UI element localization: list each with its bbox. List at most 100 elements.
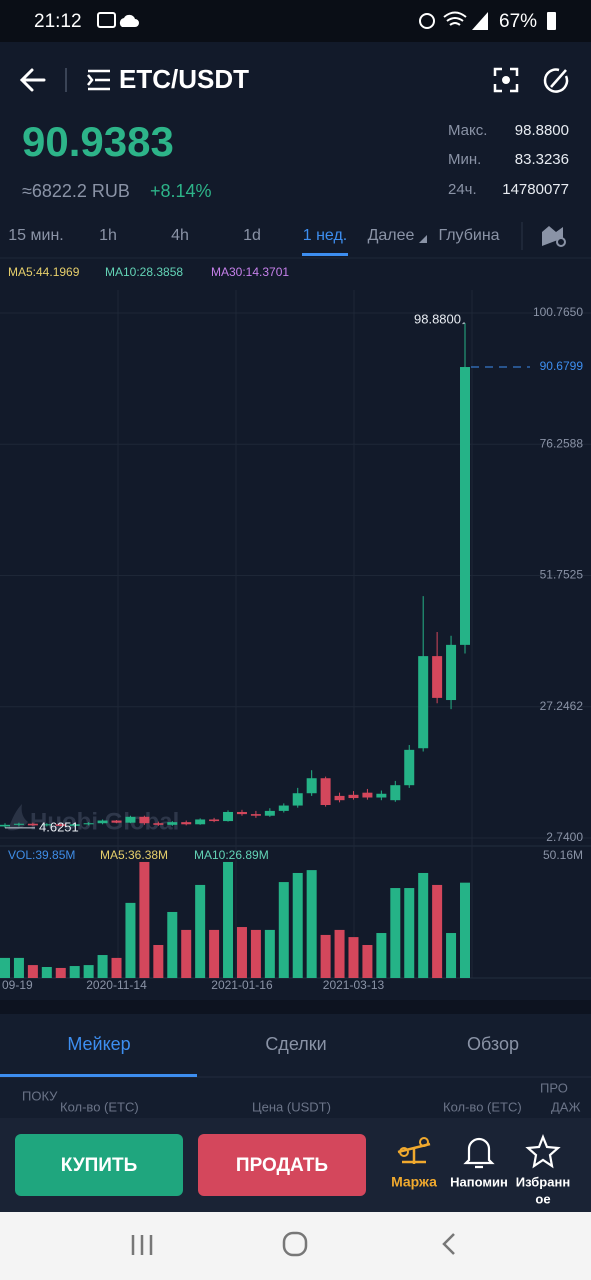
x-tick-label: 2021-03-13 xyxy=(323,978,385,992)
y-tick-label: 76.2588 xyxy=(540,436,584,450)
candle-body xyxy=(97,820,108,824)
x-tick-label: 2021-01-16 xyxy=(211,978,273,992)
gallery-icon xyxy=(97,12,116,28)
back-button[interactable] xyxy=(19,68,46,92)
volume-bar xyxy=(334,929,345,978)
volume-bar xyxy=(181,929,192,978)
volume-bar xyxy=(55,967,66,978)
volume-bar xyxy=(460,882,470,978)
alert-icon[interactable] xyxy=(463,1137,495,1169)
candle-body xyxy=(320,778,331,806)
volume-bar xyxy=(153,944,164,978)
watermark-logo xyxy=(8,804,28,831)
candle-body xyxy=(181,822,192,825)
favorite-label[interactable]: ое xyxy=(535,1191,550,1206)
volume-bar xyxy=(320,934,331,978)
volume-bar xyxy=(250,929,261,978)
orderbook-header: ДАЖ xyxy=(551,1099,580,1114)
timeframe-tab[interactable]: 15 мин. xyxy=(8,227,63,244)
timeframe-tab-active[interactable]: 1 нед. xyxy=(303,227,348,244)
candle-body xyxy=(125,816,136,823)
volume-bar xyxy=(13,957,24,978)
orderbook-header: Цена (USDT) xyxy=(252,1099,331,1114)
pair-title[interactable]: ETC/USDT xyxy=(119,64,249,94)
candle-body xyxy=(460,367,470,645)
ma-legend: MA5:44.1969 xyxy=(8,265,80,279)
buy-button-label: КУПИТЬ xyxy=(61,1155,137,1176)
last-price: 90.9383 xyxy=(22,118,174,165)
timeframe-tab[interactable]: 1d xyxy=(243,227,261,244)
orderbook-header: Кол-во (ETC) xyxy=(60,1099,139,1114)
y-tick-label: 2.7400 xyxy=(546,830,583,844)
candle-body xyxy=(209,819,220,822)
buy-button[interactable] xyxy=(15,1134,183,1196)
candle-body xyxy=(348,794,359,799)
y-tick-label: 27.2462 xyxy=(540,699,584,713)
stat-value: 83.3236 xyxy=(515,151,569,168)
depth-tab[interactable]: Глубина xyxy=(438,227,499,244)
ma-legend: MA10:28.3858 xyxy=(105,265,183,279)
volume-legend: MA10:26.89M xyxy=(194,848,269,862)
candle-body xyxy=(153,823,164,825)
volume-bar xyxy=(0,957,10,978)
timeframe-tab[interactable]: 1h xyxy=(99,227,117,244)
candlestick-chart: 2.7400 27.2462 51.7525 76.2588 100.7650 50.16… xyxy=(0,305,591,992)
volume-bar xyxy=(27,965,38,978)
volume-bar xyxy=(418,872,429,978)
status-time: 21:12 xyxy=(34,11,82,32)
refresh-icon[interactable] xyxy=(543,68,569,93)
volume-bar xyxy=(139,861,150,978)
favorite-icon[interactable] xyxy=(525,1134,561,1169)
candle-body xyxy=(390,785,401,801)
section-gap xyxy=(0,1000,591,1014)
stat-label: 24ч. xyxy=(448,181,477,198)
nav-recents[interactable] xyxy=(131,1235,153,1255)
candle-body xyxy=(278,805,289,811)
orderbook-header: Кол-во (ETC) xyxy=(443,1099,522,1114)
volume-bar xyxy=(390,888,401,978)
chart-settings-icon[interactable] xyxy=(542,226,563,246)
y-tick-label: 51.7525 xyxy=(540,568,584,582)
candle-body xyxy=(111,820,122,823)
timeframe-more[interactable]: Далее xyxy=(368,227,415,244)
timeframe-tab[interactable]: 4h xyxy=(171,227,189,244)
nav-back[interactable] xyxy=(442,1233,455,1255)
nav-home[interactable] xyxy=(282,1231,308,1257)
candle-body xyxy=(139,816,150,824)
ma-legend: MA30:14.3701 xyxy=(211,265,289,279)
volume-bar xyxy=(236,927,247,978)
scan-icon-dot xyxy=(502,76,510,84)
volume-bar xyxy=(376,933,387,978)
tab[interactable]: Сделки xyxy=(265,1034,326,1054)
candle-body xyxy=(418,656,429,749)
candle-body xyxy=(83,823,94,825)
volume-bar xyxy=(404,888,415,978)
alert-label[interactable]: Напомин xyxy=(450,1174,508,1189)
volume-bar xyxy=(292,872,303,978)
margin-icon-dot xyxy=(419,1137,429,1147)
candle-body xyxy=(362,792,373,798)
tab-active[interactable]: Мейкер xyxy=(67,1034,130,1054)
volume-bar xyxy=(264,929,275,978)
volume-bar xyxy=(278,882,289,978)
scan-icon[interactable] xyxy=(493,67,519,93)
candle-body xyxy=(306,778,317,794)
y-tick-label: 100.7650 xyxy=(533,305,583,319)
candle-body xyxy=(432,656,443,698)
candle-body xyxy=(0,824,10,827)
volume-tick-label: 50.16M xyxy=(543,848,583,862)
pair-menu-icon[interactable] xyxy=(87,69,110,91)
tab[interactable]: Обзор xyxy=(467,1034,519,1054)
last-price-label: 90.6799 xyxy=(540,359,584,373)
candle-body xyxy=(55,824,66,826)
dropdown-caret xyxy=(419,235,427,243)
margin-label[interactable]: Маржа xyxy=(391,1174,437,1190)
volume-legend: MA5:36.38M xyxy=(100,848,168,862)
sell-button[interactable] xyxy=(198,1134,366,1196)
candle-body xyxy=(223,811,234,822)
favorite-label[interactable]: Избранн xyxy=(516,1174,570,1189)
battery-percent: 67% xyxy=(499,11,537,32)
wifi-icon xyxy=(443,11,467,26)
volume-bar xyxy=(348,937,359,978)
